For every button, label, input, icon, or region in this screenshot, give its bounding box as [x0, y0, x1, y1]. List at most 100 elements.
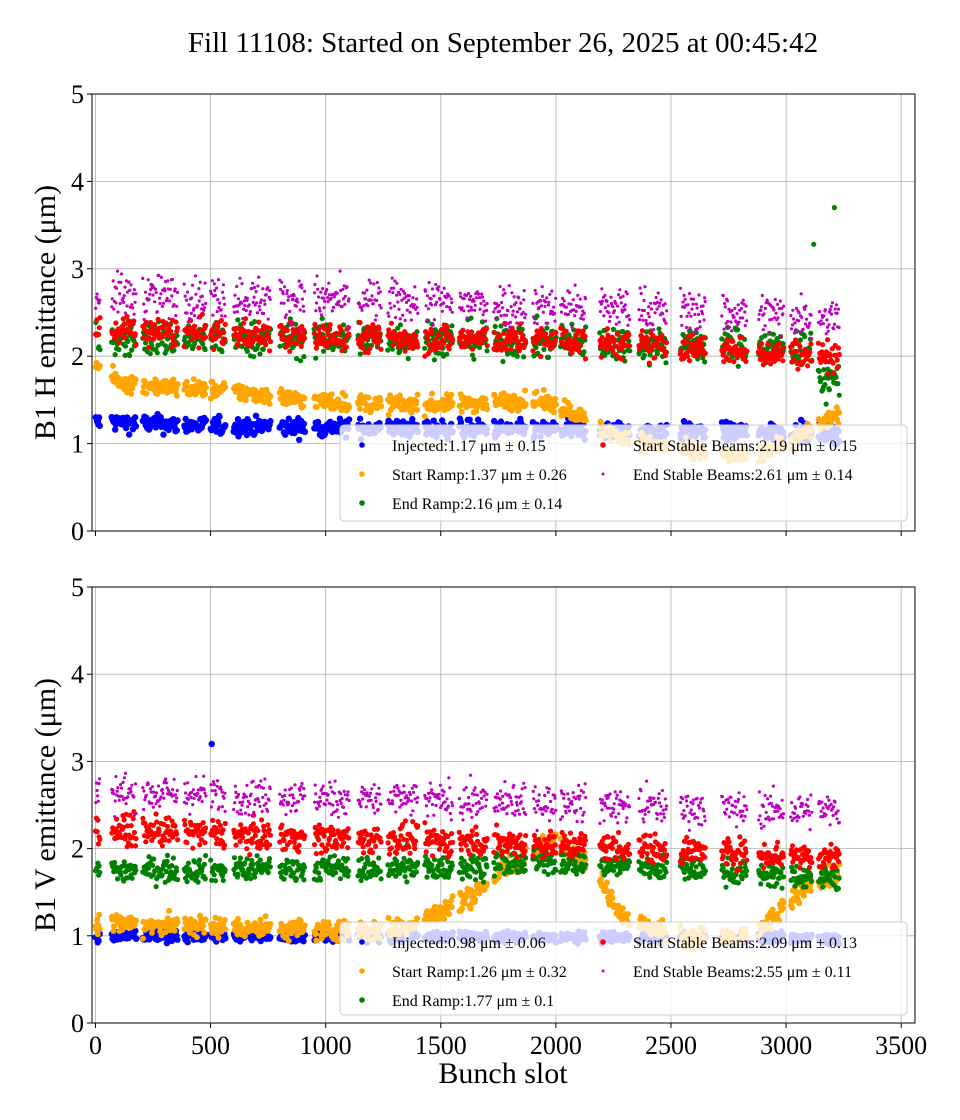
data-point	[146, 344, 152, 350]
data-point	[460, 306, 464, 310]
data-point	[414, 406, 421, 413]
data-point	[626, 332, 632, 338]
data-point	[442, 286, 446, 290]
data-point	[559, 310, 564, 314]
data-point	[287, 348, 293, 354]
data-point	[347, 297, 351, 301]
data-point	[542, 331, 549, 337]
data-point	[431, 323, 435, 327]
data-point	[598, 309, 603, 314]
data-point	[187, 303, 191, 307]
data-point	[220, 314, 224, 318]
data-point	[638, 333, 644, 339]
data-point	[235, 284, 239, 289]
data-point	[97, 347, 103, 353]
data-point	[193, 314, 197, 318]
data-point	[604, 326, 611, 332]
data-point	[185, 311, 189, 315]
data-point	[292, 294, 296, 298]
data-point	[652, 328, 656, 332]
data-point	[211, 313, 215, 317]
y-tick-label: 0	[71, 517, 84, 546]
data-point	[203, 281, 207, 285]
data-point	[301, 304, 305, 308]
data-point	[313, 355, 319, 361]
data-point	[363, 291, 367, 295]
data-point	[574, 309, 578, 313]
data-point	[222, 336, 228, 342]
data-point	[183, 378, 190, 385]
data-point	[315, 274, 319, 278]
data-point	[301, 428, 309, 435]
data-point	[200, 341, 206, 347]
data-point	[757, 317, 761, 322]
data-point	[794, 328, 798, 332]
data-point	[223, 314, 227, 318]
data-point	[603, 293, 607, 297]
data-point	[95, 414, 103, 421]
data-point	[301, 354, 307, 360]
data-point	[462, 309, 466, 313]
data-point	[827, 353, 833, 359]
data-point	[412, 303, 416, 307]
data-point	[508, 346, 514, 352]
data-point	[431, 357, 437, 363]
data-point	[599, 334, 605, 341]
data-point	[581, 317, 586, 321]
data-point	[810, 337, 814, 341]
data-point	[544, 300, 548, 304]
data-point	[134, 292, 138, 296]
data-point	[822, 314, 826, 318]
data-point	[541, 310, 545, 314]
data-point	[366, 304, 370, 308]
data-point	[251, 281, 255, 285]
data-point	[202, 391, 209, 398]
data-point	[397, 322, 404, 328]
data-point	[256, 319, 262, 325]
data-point	[701, 334, 708, 340]
data-point	[298, 343, 304, 349]
data-point	[533, 388, 540, 395]
data-point	[582, 333, 588, 339]
data-point	[733, 306, 737, 310]
data-point	[548, 292, 552, 296]
data-point	[343, 294, 347, 298]
data-point	[394, 315, 398, 320]
data-point	[190, 376, 197, 383]
data-point	[649, 307, 654, 311]
data-point	[335, 291, 339, 295]
data-point	[175, 290, 180, 294]
data-point	[216, 413, 223, 421]
data-point	[619, 301, 624, 305]
data-point	[144, 309, 148, 313]
data-point	[194, 328, 200, 334]
data-point	[157, 414, 164, 421]
data-point	[597, 418, 604, 425]
data-point	[623, 303, 627, 307]
data-point	[313, 282, 317, 287]
y-tick-label: 2	[71, 835, 84, 864]
data-point	[492, 310, 496, 314]
data-point	[514, 353, 520, 359]
data-point	[482, 336, 488, 342]
data-point	[614, 301, 618, 305]
data-point	[422, 345, 428, 351]
data-point	[436, 288, 440, 292]
data-point	[532, 315, 536, 319]
data-point	[243, 304, 247, 308]
data-point	[170, 294, 174, 298]
data-point	[611, 305, 615, 309]
data-point	[834, 303, 839, 307]
data-point	[119, 280, 123, 284]
data-point	[186, 320, 190, 324]
data-point	[110, 297, 114, 301]
data-point	[776, 316, 780, 320]
data-point	[603, 306, 608, 310]
data-point	[154, 350, 160, 356]
data-point	[507, 284, 511, 288]
data-point	[659, 332, 665, 338]
data-point	[627, 314, 631, 318]
data-point	[223, 302, 227, 306]
data-point	[781, 312, 785, 316]
